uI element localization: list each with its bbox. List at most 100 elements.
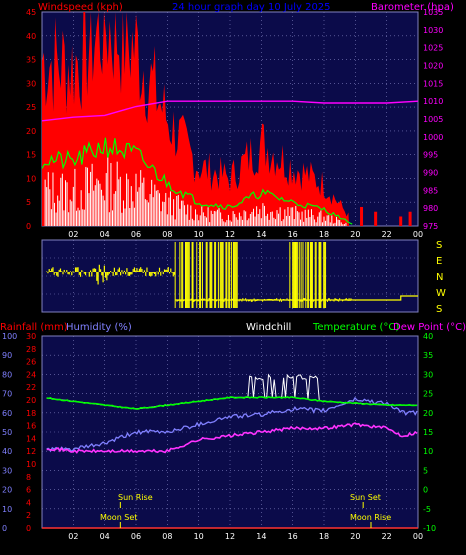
humidity-tick-label: 50 (2, 428, 12, 437)
x-tick-label: 20 (350, 230, 360, 239)
astro-sun-rise-label: Sun Rise (118, 493, 153, 502)
humidity-axis-label: Humidity (%) (66, 322, 132, 333)
barometer-line (41, 100, 419, 122)
x-tick-label: 02 (68, 230, 78, 239)
rain-tick-label: 10 (26, 460, 36, 469)
baro-tick-label: 1025 (423, 44, 443, 53)
x-tick-label: 16 (288, 230, 298, 239)
rain-tick-label: 14 (26, 434, 36, 443)
x-tick-label: 00 (413, 532, 423, 541)
direction-label: W (436, 288, 446, 299)
baro-tick-label: 985 (423, 186, 438, 195)
wind-tick-label: 25 (26, 103, 36, 112)
x-tick-label: 18 (319, 532, 329, 541)
rain-tick-label: 12 (26, 447, 36, 456)
temp-tick-label: 0 (423, 486, 428, 495)
wind-gust-area (42, 12, 350, 226)
humidity-tick-label: 40 (2, 447, 12, 456)
wind-tick-label: 40 (26, 32, 36, 41)
rain-tick-label: 0 (26, 524, 31, 533)
x-tick-label: 02 (68, 532, 78, 541)
x-tick-label: 00 (413, 230, 423, 239)
temperature-axis-label: Temperature (°C) (312, 322, 399, 333)
astro-moon-rise-label: Moon Rise (350, 513, 391, 522)
humidity-tick-label: 60 (2, 409, 12, 418)
temp-tick-label: 30 (423, 370, 433, 379)
x-tick-label: 18 (319, 230, 329, 239)
x-tick-label: 06 (131, 230, 141, 239)
direction-tail (352, 295, 418, 301)
rain-tick-label: 6 (26, 486, 31, 495)
astro-sun-set-label: Sun Set (350, 493, 381, 502)
wind-tick-label: 10 (26, 174, 36, 183)
humidity-tick-label: 80 (2, 370, 12, 379)
dewpoint-line (46, 422, 418, 454)
rain-tick-label: 24 (26, 370, 36, 379)
wind-tick-label: 30 (26, 79, 36, 88)
temp-tick-label: 15 (423, 428, 433, 437)
wind-tick-label: 45 (26, 8, 36, 17)
rain-tick-label: 30 (26, 332, 36, 341)
humidity-tick-label: 70 (2, 390, 12, 399)
baro-tick-label: 1030 (423, 26, 443, 35)
baro-tick-label: 1015 (423, 79, 443, 88)
rain-tick-label: 16 (26, 422, 36, 431)
wind-average-line (41, 137, 353, 225)
wind-tick-label: 0 (26, 222, 31, 231)
baro-tick-label: 975 (423, 222, 438, 231)
humidity-tick-label: 20 (2, 486, 12, 495)
direction-label: S (436, 240, 442, 251)
baro-tick-label: 1000 (423, 133, 443, 142)
temp-tick-label: 35 (423, 351, 433, 360)
rain-tick-label: 4 (26, 498, 31, 507)
humidity-tick-label: 0 (2, 524, 7, 533)
temp-tick-label: 25 (423, 390, 433, 399)
x-tick-label: 08 (162, 230, 172, 239)
rain-tick-label: 8 (26, 473, 31, 482)
x-tick-label: 16 (288, 532, 298, 541)
baro-tick-label: 1020 (423, 62, 443, 71)
x-tick-label: 22 (382, 532, 392, 541)
baro-tick-label: 1005 (423, 115, 443, 124)
wind-tick-label: 15 (26, 151, 36, 160)
rain-tick-label: 20 (26, 396, 36, 405)
x-tick-label: 22 (382, 230, 392, 239)
humidity-tick-label: 10 (2, 505, 12, 514)
temp-tick-label: -10 (423, 524, 436, 533)
barometer-axis-label: Barometer (hpa) (371, 2, 454, 13)
x-tick-label: 12 (225, 230, 235, 239)
temp-tick-label: 10 (423, 447, 433, 456)
windspeed-axis-label: Windspeed (kph) (38, 2, 123, 13)
baro-tick-label: 1010 (423, 97, 443, 106)
direction-label: E (436, 256, 442, 267)
x-tick-label: 14 (256, 230, 266, 239)
wind-gust-blip (408, 211, 412, 226)
x-tick-label: 04 (100, 532, 110, 541)
rain-tick-label: 26 (26, 358, 36, 367)
temp-tick-label: 5 (423, 466, 428, 475)
x-tick-label: 04 (100, 230, 110, 239)
wind-gust-blip (374, 211, 378, 226)
humidity-tick-label: 30 (2, 466, 12, 475)
baro-tick-label: 980 (423, 204, 438, 213)
baro-tick-label: 995 (423, 151, 438, 160)
chart-title: 24 hour graph day 10 July 2025 (172, 2, 331, 13)
rain-tick-label: 22 (26, 383, 36, 392)
dewpoint-axis-label: Dew Point (°C) (393, 322, 466, 333)
x-tick-label: 06 (131, 532, 141, 541)
wind-gust-blip (360, 206, 364, 226)
baro-tick-label: 990 (423, 169, 438, 178)
wind-tick-label: 20 (26, 127, 36, 136)
rain-tick-label: 28 (26, 345, 36, 354)
astro-moon-set-label: Moon Set (100, 513, 137, 522)
humidity-tick-label: 100 (2, 332, 17, 341)
humidity-tick-label: 90 (2, 351, 12, 360)
wind-tick-label: 5 (26, 198, 31, 207)
windchill-label: Windchill (246, 322, 291, 333)
temp-tick-label: 20 (423, 409, 433, 418)
direction-label: N (436, 272, 443, 283)
rain-tick-label: 2 (26, 511, 31, 520)
temp-tick-label: 40 (423, 332, 433, 341)
